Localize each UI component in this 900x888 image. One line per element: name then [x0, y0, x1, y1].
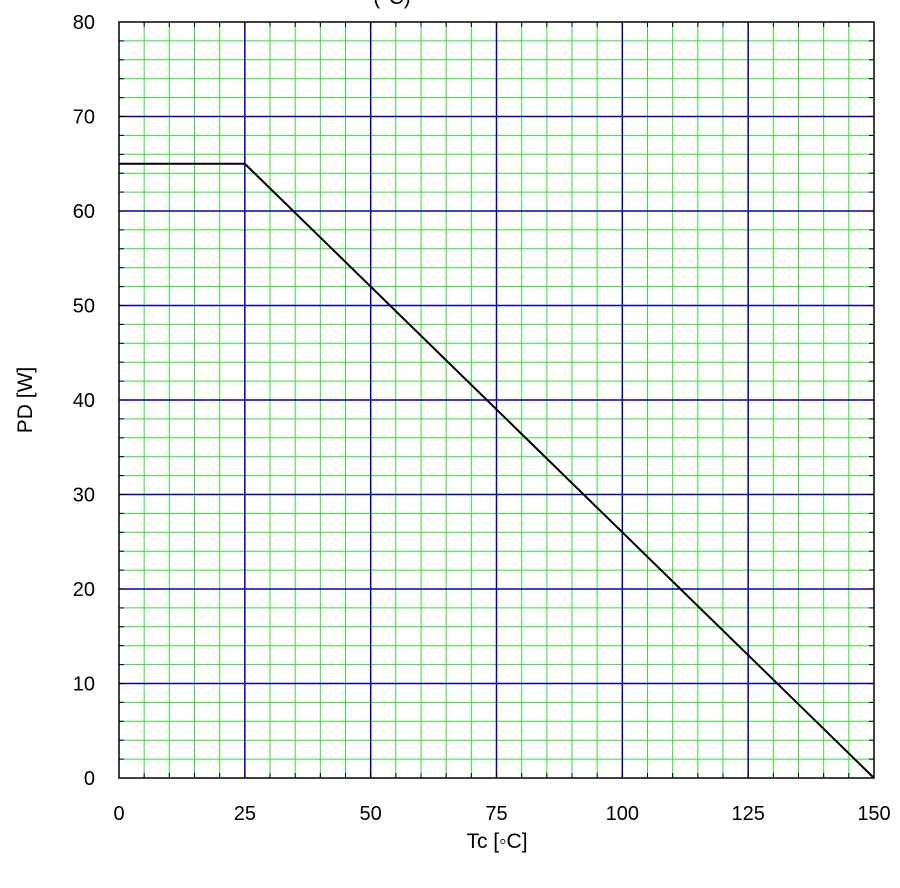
x-tick-label: 75 — [485, 803, 507, 825]
y-tick-labels: 0 10 20 30 40 50 60 70 80 — [73, 12, 95, 790]
major-grid — [119, 22, 874, 778]
chart-title: (°C) — [373, 0, 411, 9]
y-tick-label: 80 — [73, 12, 95, 34]
y-tick-label: 10 — [73, 674, 95, 696]
x-tick-label: 150 — [857, 803, 890, 825]
y-axis-label: PD [W] — [14, 367, 37, 434]
series-layer — [119, 162, 875, 779]
x-tick-label: 25 — [234, 803, 256, 825]
x-tick-label: 0 — [113, 803, 124, 825]
y-tick-label: 40 — [73, 390, 95, 412]
x-axis-label: Tc [◦C] — [466, 830, 527, 853]
y-tick-label: 70 — [73, 107, 95, 129]
x-tick-label: 100 — [606, 803, 639, 825]
y-tick-label: 60 — [73, 201, 95, 223]
y-tick-label: 0 — [84, 768, 95, 790]
y-tick-label: 20 — [73, 579, 95, 601]
x-tick-label: 125 — [731, 803, 764, 825]
y-tick-label: 30 — [73, 485, 95, 507]
x-tick-labels: 0 25 50 75 100 125 150 — [113, 803, 890, 825]
x-tick-label: 50 — [360, 803, 382, 825]
series-line — [119, 162, 875, 779]
frame-ticks — [119, 22, 874, 778]
y-tick-label: 50 — [73, 296, 95, 318]
